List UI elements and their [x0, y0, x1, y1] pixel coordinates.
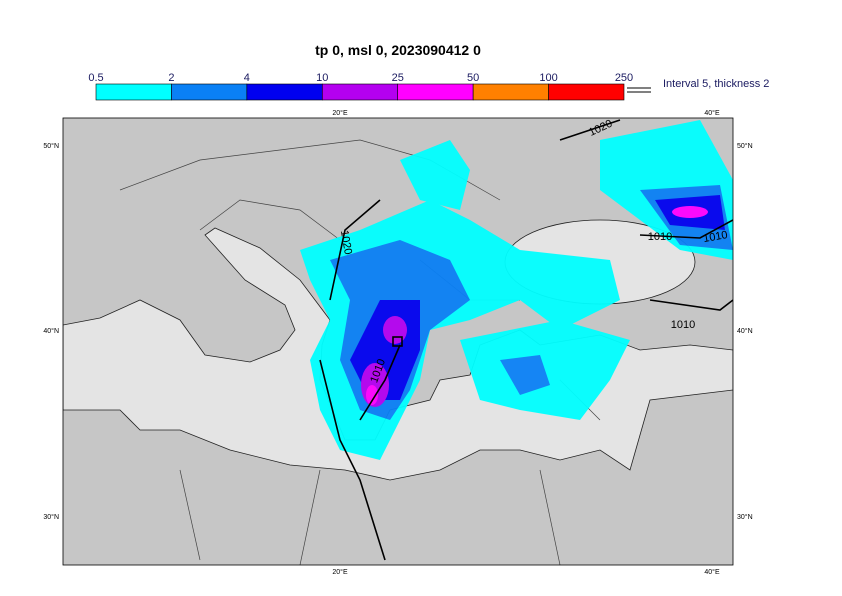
- colorbar-label: 2: [168, 72, 174, 84]
- map-area: 1020 1020 1010 1010 1010 1010: [63, 118, 733, 565]
- colorbar-swatch: [548, 83, 625, 101]
- colorbar-label: 10: [316, 72, 328, 84]
- contour-label: 1010: [702, 229, 728, 245]
- axis-label: 40°N: [737, 327, 753, 335]
- colorbar-swatch: [321, 83, 399, 101]
- map-frame: [62, 117, 734, 566]
- axis-label: 30°N: [43, 513, 59, 521]
- colorbar-swatch: [171, 83, 248, 101]
- contour-legend: Interval 5, thickness 2: [663, 78, 769, 90]
- map-title: tp 0, msl 0, 2023090412 0: [315, 42, 481, 58]
- colorbar-label: 50: [467, 72, 479, 84]
- contour-label: 1010: [648, 231, 672, 243]
- axis-label: 50°N: [737, 142, 753, 150]
- axis-label: 20°E: [332, 568, 348, 576]
- axis-label: 40°E: [704, 568, 720, 576]
- axis-label: 20°E: [332, 109, 348, 117]
- colorbar-swatch: [472, 83, 549, 101]
- axis-label: 50°N: [43, 142, 59, 150]
- colorbar: 0.5 2 4 10 25 50 100 250: [88, 72, 633, 101]
- axis-label: 30°N: [737, 513, 753, 521]
- colorbar-label: 100: [539, 72, 557, 84]
- colorbar-label: 250: [615, 72, 633, 84]
- isobars: [319, 119, 733, 561]
- contour-label: 1020: [338, 229, 354, 255]
- colorbar-label: 25: [392, 72, 404, 84]
- isobar-low: [392, 336, 403, 347]
- colorbar-swatch: [95, 83, 172, 101]
- axis-label: 40°E: [704, 109, 720, 117]
- colorbar-label: 4: [244, 72, 250, 84]
- colorbar-swatch: [246, 83, 323, 101]
- colorbar-label: 0.5: [88, 72, 103, 84]
- axis-label: 40°N: [43, 327, 59, 335]
- colorbar-swatch: [397, 83, 474, 101]
- contour-label: 1010: [671, 319, 695, 331]
- precipitation: [300, 120, 733, 460]
